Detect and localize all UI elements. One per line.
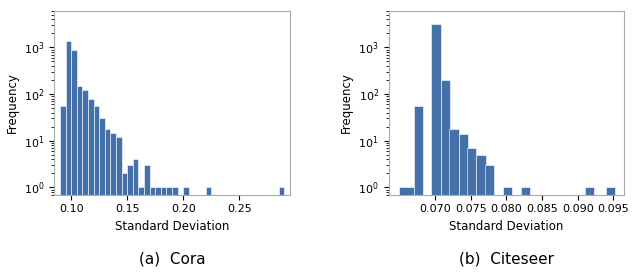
Bar (476, 155, 486, 278)
Bar (485, 165, 494, 278)
Bar (88, 99, 93, 278)
Bar (77, 86, 83, 278)
Bar (138, 187, 144, 278)
Bar (60, 106, 66, 278)
Bar (122, 173, 127, 278)
Text: (a)  Cora: (a) Cora (139, 252, 205, 267)
Bar (144, 165, 150, 278)
Bar (116, 137, 122, 278)
Bar (503, 187, 512, 278)
Bar (111, 133, 116, 278)
X-axis label: Standard Deviation: Standard Deviation (115, 220, 229, 233)
Bar (606, 187, 616, 278)
Bar (172, 187, 178, 278)
Bar (399, 187, 413, 278)
Text: (b)  Citeseer: (b) Citeseer (459, 252, 554, 267)
Bar (458, 134, 468, 278)
Bar (71, 49, 77, 278)
Bar (156, 187, 161, 278)
Bar (127, 165, 133, 278)
Bar (93, 106, 99, 278)
Bar (99, 118, 105, 278)
Bar (183, 187, 189, 278)
Bar (449, 129, 458, 278)
Bar (585, 187, 594, 278)
Bar (105, 129, 111, 278)
Bar (66, 41, 71, 278)
Bar (467, 148, 476, 278)
Bar (133, 159, 138, 278)
Y-axis label: Frequency: Frequency (340, 73, 353, 133)
Bar (520, 187, 530, 278)
Bar (166, 187, 172, 278)
Y-axis label: Frequency: Frequency (6, 73, 19, 133)
Bar (161, 187, 166, 278)
Bar (150, 187, 156, 278)
Bar (83, 90, 88, 278)
Bar (441, 80, 450, 278)
Bar (205, 187, 211, 278)
X-axis label: Standard Deviation: Standard Deviation (449, 220, 563, 233)
Bar (278, 187, 284, 278)
Bar (431, 24, 441, 278)
Bar (413, 106, 423, 278)
